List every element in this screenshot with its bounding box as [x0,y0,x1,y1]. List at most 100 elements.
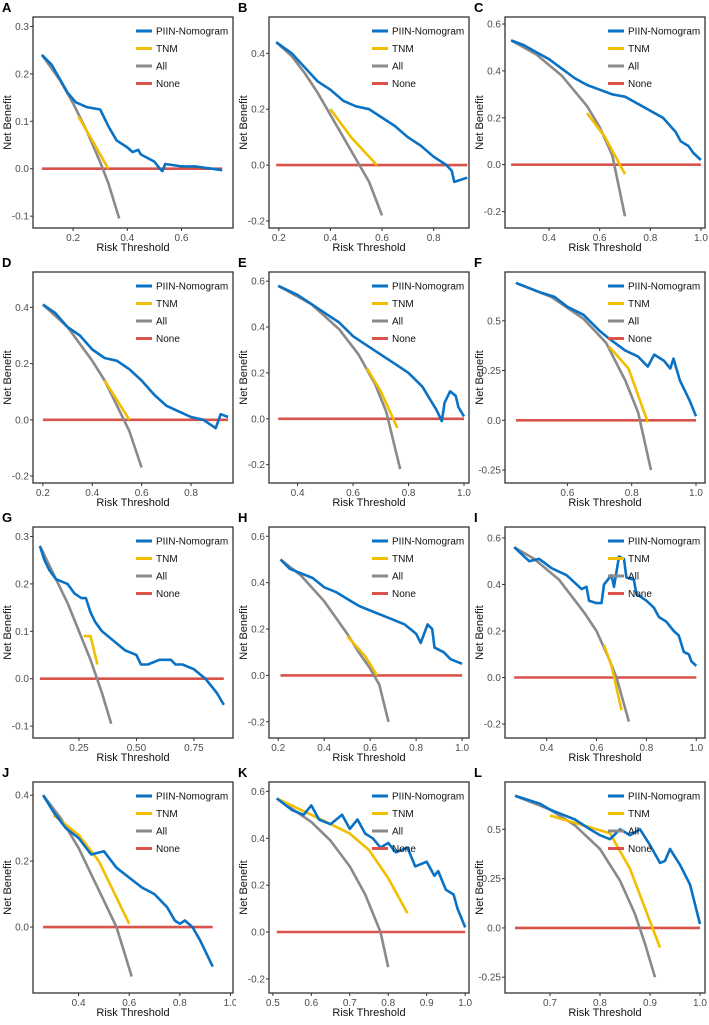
y-tick-label: 0.0 [15,164,29,175]
y-tick-label: 0.2 [251,368,265,379]
panel-label: A [2,0,12,15]
x-tick-label: 0.8 [184,488,198,499]
x-axis-title: Risk Threshold [96,752,169,764]
legend-label: All [392,317,403,328]
y-tick-label: 0.2 [251,105,265,116]
y-tick-label: 0.2 [15,579,29,590]
y-axis-title: Net Benefit [474,350,486,404]
x-tick-label: 0.8 [639,743,653,754]
chart-svg: G -0.1 0.0 0.1 0.2 0.3 0.25 0.50 0.75 Risk Thresh… [2,510,234,764]
x-axis-title: Risk Threshold [332,242,405,254]
y-tick-label: 0.4 [487,66,501,77]
x-tick-label: 0.6 [135,488,149,499]
y-axis-title: Net Benefit [238,350,250,404]
x-tick-label: 0.9 [420,998,434,1009]
y-tick-label: -0.2 [12,471,30,482]
x-axis-title: Risk Threshold [332,1007,405,1019]
legend-label: None [156,589,180,600]
y-tick-label: 0.5 [487,316,501,327]
y-tick-label: 0.6 [251,277,265,288]
panel-label: I [474,510,478,525]
y-tick-label: 0.6 [487,20,501,31]
y-tick-label: 0.0 [15,415,29,426]
series-line-tnm [83,634,99,665]
x-axis-title: Risk Threshold [568,752,641,764]
panel-d: D -0.2 0.0 0.2 0.4 0.2 0.4 0.6 0.8 Risk Threshold… [0,255,236,510]
legend-label: All [156,572,167,583]
series-line-tnm [585,112,627,175]
x-tick-label: 0.8 [643,233,657,244]
x-tick-label: 0.7 [343,998,357,1009]
x-axis-title: Risk Threshold [332,752,405,764]
y-tick-label: 0.5 [487,825,501,836]
panel-a: A -0.1 0.0 0.1 0.2 0.3 0.2 0.4 0.6 Risk Threshold… [0,0,236,255]
x-tick-label: 0.4 [85,488,99,499]
panel-b: B -0.2 0.0 0.2 0.4 0.2 0.4 0.6 0.8 Risk Threshold… [236,0,472,255]
x-tick-label: 0.8 [173,998,187,1009]
y-tick-label: 0.4 [251,323,265,334]
series-line-all [279,558,390,723]
y-tick-label: -0.2 [484,207,502,218]
x-tick-label: 0.4 [120,233,134,244]
legend-label: All [156,62,167,73]
x-tick-label: 0.4 [72,998,86,1009]
x-tick-label: 0.6 [304,998,318,1009]
y-axis-title: Net Benefit [474,860,486,914]
legend-label: All [392,62,403,73]
y-tick-label: 0.4 [251,834,265,845]
panel-c: C -0.2 0.0 0.2 0.4 0.6 0.4 0.6 0.8 1.0 Risk Thresh… [472,0,708,255]
panel-label: D [2,255,11,270]
x-tick-label: 1.0 [693,998,707,1009]
legend-label: PIIN-Nomogram [156,27,228,38]
legend: PIIN-Nomogram TNM All None [608,537,700,600]
x-tick-label: 0.7 [543,998,557,1009]
y-axis-title: Net Benefit [238,605,250,659]
y-tick-label: 0.2 [15,69,29,80]
legend-label: TNM [628,554,650,565]
plot-border [32,526,234,739]
series-line-all [40,54,121,219]
y-tick-label: 0.2 [487,113,501,124]
x-tick-label: 0.8 [427,233,441,244]
series-line-piin-nomogram [510,39,702,161]
y-axis-title: Net Benefit [474,95,486,149]
legend-label: TNM [156,299,178,310]
legend-label: PIIN-Nomogram [628,792,700,803]
legend-label: TNM [628,299,650,310]
legend: PIIN-Nomogram TNM All None [372,282,464,345]
x-tick-label: 0.8 [402,488,416,499]
series-line-piin-nomogram [275,41,468,184]
legend-label: None [156,334,180,345]
legend-label: PIIN-Nomogram [628,537,700,548]
x-tick-label: 0.6 [122,998,136,1009]
series-line-piin-nomogram [515,281,698,417]
x-axis-title: Risk Threshold [332,497,405,509]
y-tick-label: 0.3 [15,22,29,33]
series-line-piin-nomogram [277,284,466,423]
y-axis-title: Net Benefit [2,860,14,914]
y-tick-label: 0.0 [487,416,501,427]
y-tick-label: 0.25 [482,874,502,885]
legend-label: None [392,844,416,855]
x-tick-label: 0.4 [542,233,556,244]
x-axis-title: Risk Threshold [568,1007,641,1019]
y-tick-label: -0.2 [248,217,266,228]
chart-svg: D -0.2 0.0 0.2 0.4 0.2 0.4 0.6 0.8 Risk Threshold… [2,255,234,509]
series-line-piin-nomogram [38,545,225,706]
legend-label: All [156,827,167,838]
series-line-tnm [365,367,399,429]
series-line-tnm [602,644,623,711]
legend-label: None [392,79,416,90]
plot-border [268,526,470,739]
legend: PIIN-Nomogram TNM All None [608,27,700,90]
panel-g: G -0.1 0.0 0.1 0.2 0.3 0.25 0.50 0.75 Risk Thresh… [0,510,236,765]
legend-label: TNM [628,809,650,820]
y-tick-label: -0.1 [12,212,30,223]
legend-label: PIIN-Nomogram [156,282,228,293]
legend-label: All [628,62,639,73]
panel-label: C [474,0,484,15]
x-tick-label: 0.6 [560,488,574,499]
x-tick-label: 0.6 [363,743,377,754]
panel-e: E -0.2 0.0 0.2 0.4 0.6 0.4 0.6 0.8 1.0 Risk Thresh… [236,255,472,510]
panel-label: E [238,255,247,270]
